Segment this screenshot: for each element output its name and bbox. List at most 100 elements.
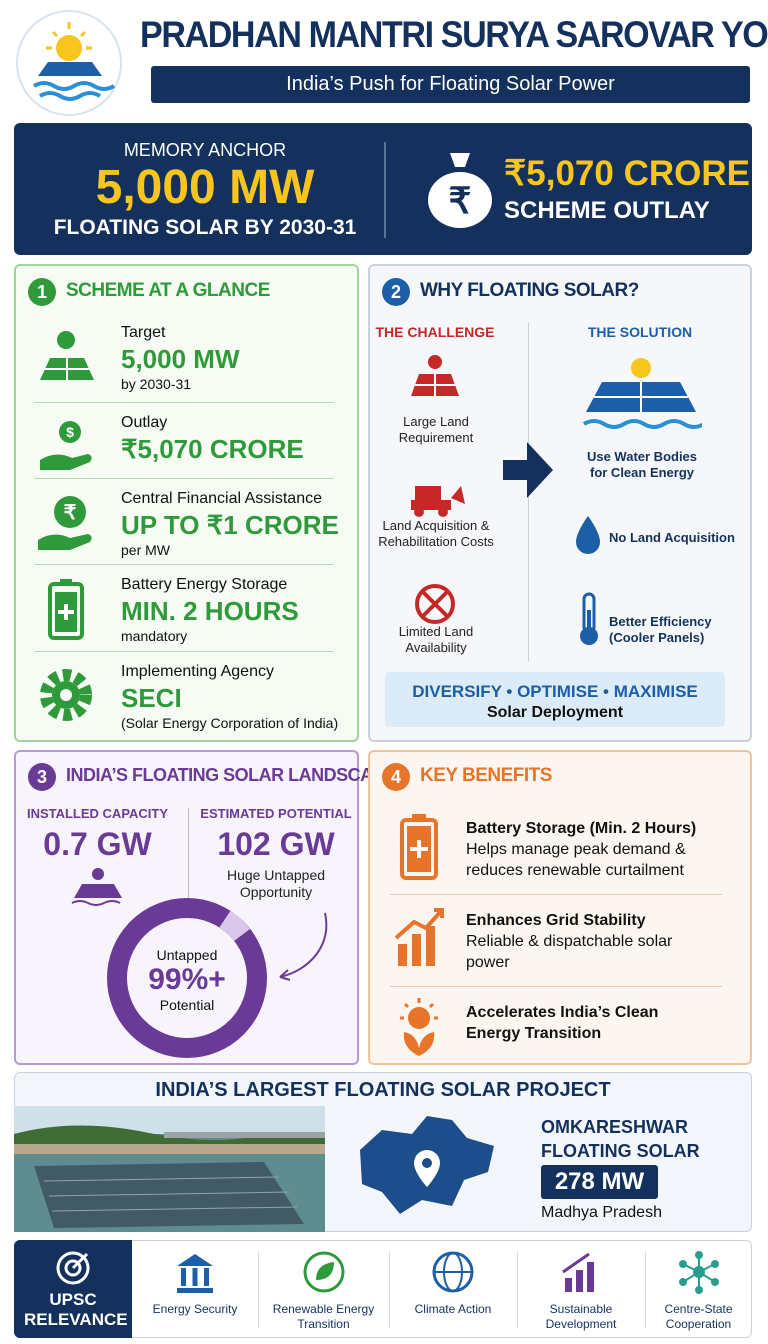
- icon: [677, 1250, 721, 1296]
- section-number: 2: [382, 278, 410, 306]
- map-icon: [360, 1116, 494, 1214]
- cell-divider: [389, 1252, 390, 1328]
- item-value: 5,000 MW: [121, 344, 240, 374]
- row-divider: [34, 651, 334, 652]
- icon: [36, 326, 100, 388]
- icon-graphic: [303, 1251, 344, 1293]
- icon: [36, 578, 100, 640]
- item-label: Battery Energy Storage: [121, 576, 288, 593]
- icon: [302, 1250, 346, 1296]
- item-note: (Solar Energy Corporation of India): [121, 715, 339, 731]
- project-capacity: 278 MW: [541, 1165, 658, 1199]
- installed-value: 0.7 GW: [43, 826, 152, 862]
- benefit-title: Battery Storage (Min. 2 Hours): [466, 820, 697, 837]
- icon: [392, 996, 448, 1064]
- icon: [559, 1250, 603, 1296]
- challenge: Land Acquisition & Rehabilitation Costs: [378, 518, 494, 549]
- potential-label: ESTIMATED POTENTIAL: [200, 806, 352, 821]
- icon: [580, 350, 706, 440]
- benefits-panel: [368, 750, 752, 1065]
- upsc-item: Centre-State Cooperation: [664, 1302, 733, 1331]
- title: PRADHAN MANTRI SURYA SAROVAR YOJANA: [140, 14, 768, 55]
- icon-graphic: [40, 669, 92, 721]
- challenge: Large Land Requirement: [398, 414, 474, 445]
- upsc-label: UPSC RELEVANCE: [24, 1290, 128, 1329]
- section-number: 4: [382, 763, 410, 791]
- solution: Better Efficiency (Cooler Panels): [609, 614, 712, 645]
- icon-graphic: [40, 331, 94, 380]
- item-value: ₹5,070 CRORE: [121, 434, 304, 464]
- potential-note: Huge Untapped Opportunity: [226, 867, 326, 900]
- upsc-panel: [14, 1240, 752, 1338]
- section-title: WHY FLOATING SOLAR?: [420, 280, 639, 301]
- donut-top: Untapped: [156, 947, 218, 963]
- icon: [405, 352, 465, 402]
- item-value: MIN. 2 HOURS: [121, 596, 299, 626]
- row-divider: [34, 402, 334, 403]
- panel-icon: [71, 868, 122, 906]
- benefit-text: Reliable & dispatchable solar power: [466, 933, 673, 971]
- donut: [107, 898, 328, 1058]
- upsc-item: Energy Security: [152, 1302, 238, 1316]
- icon: ₹: [36, 492, 100, 554]
- challenge-title: THE CHALLENGE: [375, 324, 495, 340]
- cell-divider: [645, 1252, 646, 1328]
- icon-graphic: [394, 908, 444, 966]
- icon: [574, 590, 604, 648]
- icon: [392, 812, 448, 880]
- icon-graphic: [678, 1251, 719, 1294]
- icon: [405, 580, 465, 630]
- upsc-item: Sustainable Development: [545, 1302, 617, 1331]
- icon: [572, 512, 604, 556]
- icon: [392, 904, 448, 972]
- banner: [14, 123, 752, 255]
- project-photo: [14, 1106, 325, 1232]
- item-value: SECI: [121, 683, 182, 713]
- icon-graphic: [400, 814, 438, 880]
- svg-text:₹: ₹: [64, 502, 77, 524]
- item-note: per MW: [121, 542, 170, 558]
- outlay-caption: SCHEME OUTLAY: [504, 197, 710, 224]
- icon-graphic: [580, 592, 598, 645]
- installed-label: INSTALLED CAPACITY: [26, 806, 169, 821]
- icon-graphic: ₹: [38, 496, 92, 550]
- arrow-icon: [503, 442, 553, 498]
- section-number: 3: [28, 763, 56, 791]
- benefit-title: Accelerates India’s Clean Energy Transit…: [466, 1004, 659, 1042]
- icon-graphic: [562, 1252, 594, 1292]
- money-bag-icon: ₹: [428, 153, 492, 228]
- row-divider: [34, 478, 334, 479]
- benefit-text: Helps manage peak demand & reduces renew…: [466, 841, 686, 879]
- anchor-label: MEMORY ANCHOR: [123, 140, 287, 160]
- divider: [188, 808, 189, 900]
- donut-bottom: Potential: [159, 997, 215, 1013]
- solution-title: THE SOLUTION: [587, 324, 693, 340]
- icon-graphic: [582, 358, 706, 429]
- icon-graphic: [411, 355, 459, 396]
- icon-graphic: [177, 1254, 213, 1293]
- icon-graphic: [576, 516, 600, 554]
- item-value: UP TO ₹1 CRORE: [121, 510, 339, 540]
- icon-graphic: [411, 486, 465, 517]
- divider: [384, 142, 386, 238]
- icon: [36, 665, 100, 727]
- row-divider: [34, 564, 334, 565]
- slogan-box: [385, 672, 725, 727]
- icon-graphic: [48, 579, 84, 640]
- solution: Use Water Bodies for Clean Energy: [586, 449, 698, 480]
- icon-graphic: $: [40, 421, 92, 470]
- upsc-item: Climate Action: [414, 1302, 492, 1316]
- svg-text:$: $: [66, 424, 74, 440]
- anchor-caption: FLOATING SOLAR BY 2030-31: [53, 216, 357, 239]
- slogan-sub: Solar Deployment: [486, 704, 624, 721]
- anchor-value: 5,000 MW: [95, 161, 315, 214]
- project-title: INDIA’S LARGEST FLOATING SOLAR PROJECT: [155, 1079, 611, 1101]
- icon-graphic: [400, 998, 438, 1056]
- icon: $: [36, 416, 100, 478]
- slogan: DIVERSIFY • OPTIMISE • MAXIMISE: [412, 682, 698, 701]
- upsc-label-box: [14, 1240, 132, 1338]
- icon: [405, 470, 465, 520]
- row-divider: [390, 894, 722, 895]
- item-note: mandatory: [121, 628, 188, 644]
